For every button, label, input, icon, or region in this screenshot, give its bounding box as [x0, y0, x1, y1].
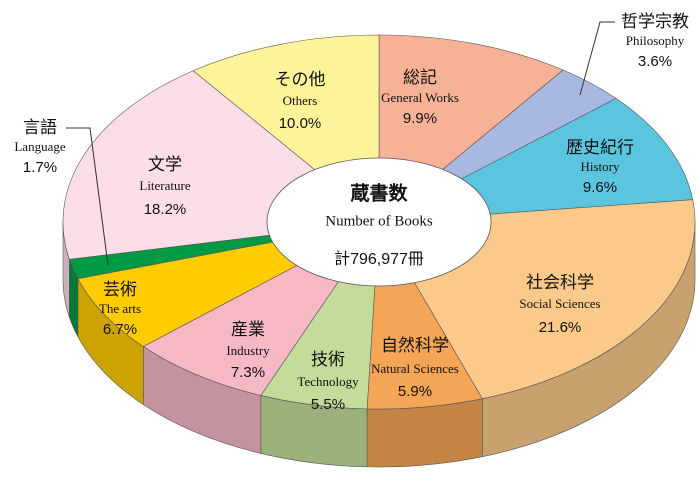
category-label: その他 [275, 70, 326, 90]
value-label: 21.6% [539, 319, 582, 336]
category-label-en: Natural Sciences [371, 361, 459, 376]
value-label: 9.6% [583, 179, 617, 196]
category-label-en: Others [283, 93, 318, 108]
value-label: 9.9% [403, 110, 437, 127]
value-label: 5.9% [398, 383, 432, 400]
category-label-en: Philosophy [626, 33, 685, 48]
value-label: 18.2% [144, 201, 187, 218]
value-label: 7.3% [231, 364, 265, 381]
donut-hole [266, 157, 492, 287]
category-label: 技術 [311, 350, 345, 370]
category-label-en: History [581, 159, 621, 174]
category-label: 言語 [23, 118, 57, 138]
total-label: 計796,977冊 [334, 250, 424, 268]
category-label-en: Technology [297, 374, 359, 389]
chart-subtitle: Number of Books [325, 213, 433, 229]
category-label: 芸術 [103, 280, 137, 300]
category-label: 総記 [403, 68, 437, 88]
category-label-en: Social Sciences [519, 296, 600, 311]
category-label: 歴史紀行 [566, 138, 634, 158]
category-label: 社会科学 [526, 273, 594, 293]
value-label: 5.5% [311, 396, 345, 413]
category-label: 自然科学 [381, 336, 449, 356]
category-label: 文学 [148, 155, 182, 175]
value-label: 10.0% [279, 115, 322, 132]
category-label-en: Language [14, 139, 65, 154]
value-label: 3.6% [638, 53, 672, 70]
leader-line [579, 21, 615, 96]
leader-line [66, 127, 109, 266]
value-label: 1.7% [23, 159, 57, 176]
category-label-en: General Works [381, 90, 459, 105]
category-label: 哲学宗教 [621, 12, 689, 32]
category-label: 産業 [231, 320, 265, 340]
chart-title: 蔵書数 [350, 182, 408, 205]
category-label-en: The arts [99, 301, 141, 316]
category-label-en: Industry [226, 343, 270, 358]
category-label-en: Literature [139, 178, 190, 193]
value-label: 6.7% [103, 321, 137, 338]
